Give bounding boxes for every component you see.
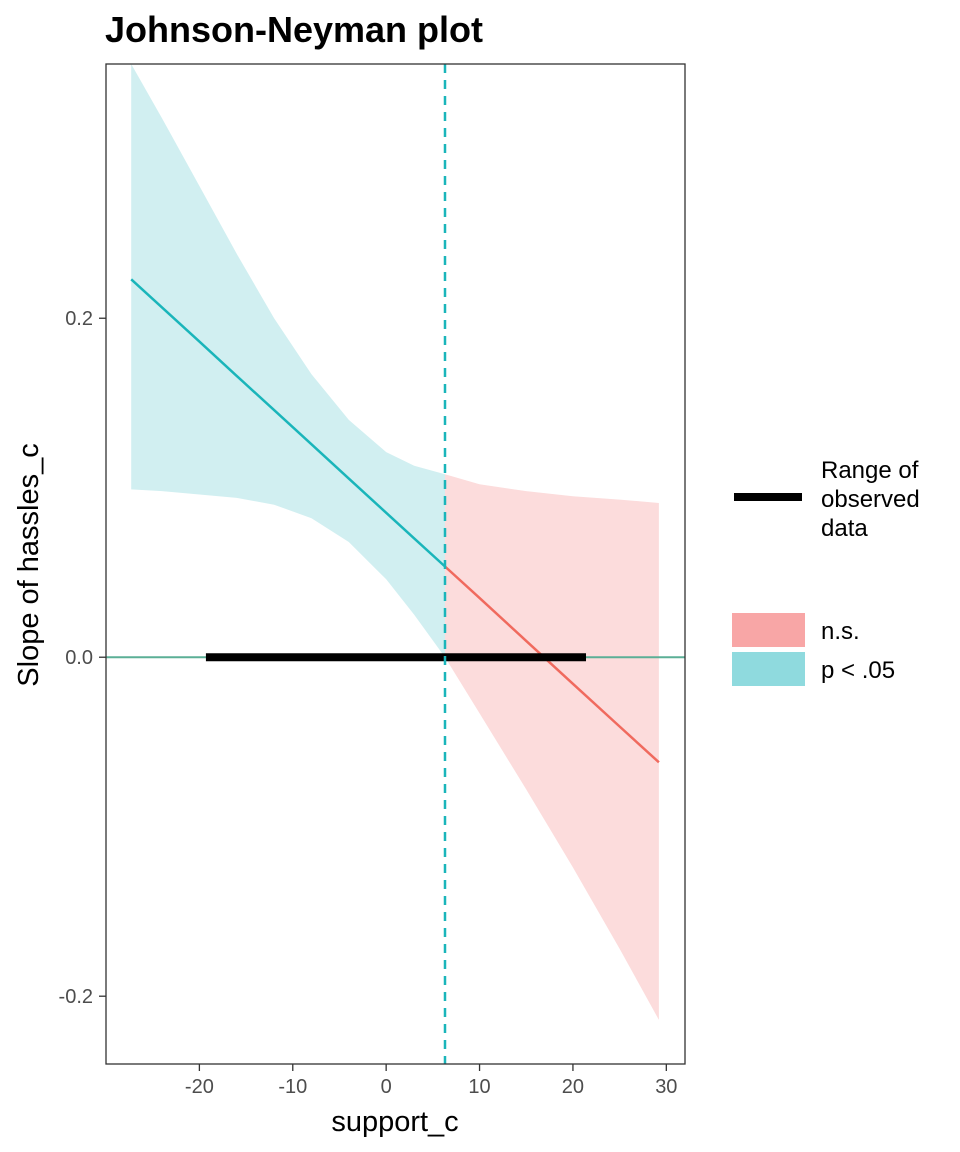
axes: -20 -10 0 10 20 30 -0.2 0.0 0.2 xyxy=(59,63,686,1098)
significant-confidence-band xyxy=(131,64,445,658)
significant-slope-line xyxy=(130,278,446,568)
legend-label-significant: p < .05 xyxy=(821,657,895,684)
x-tick-label: -20 xyxy=(185,1076,214,1098)
x-tick-label: 30 xyxy=(655,1076,677,1098)
y-tick-label: -0.2 xyxy=(59,986,93,1008)
nonsignificant-slope-line xyxy=(444,565,660,764)
plot-panel-border xyxy=(105,63,686,1065)
x-tick-label: 0 xyxy=(381,1076,392,1098)
legend-label-nonsignificant: n.s. xyxy=(821,618,860,645)
legend-range-line-label: Range of observed data xyxy=(821,457,920,542)
y-axis-title: Slope of hassles_c xyxy=(13,443,45,686)
x-tick-label: 20 xyxy=(562,1076,584,1098)
x-tick-label: 10 xyxy=(468,1076,490,1098)
y-tick-label: 0.0 xyxy=(65,647,93,669)
plot-area xyxy=(106,64,685,1064)
x-axis-title: support_c xyxy=(331,1106,458,1138)
legend: Range of observed data n.s. p < .05 xyxy=(732,457,920,686)
x-tick-label: -10 xyxy=(278,1076,307,1098)
legend-key-significant xyxy=(732,652,805,686)
chart-title: Johnson-Neyman plot xyxy=(105,9,483,50)
y-tick-label: 0.2 xyxy=(65,308,93,330)
legend-key-nonsignificant xyxy=(732,613,805,647)
nonsignificant-confidence-band xyxy=(445,474,659,1020)
